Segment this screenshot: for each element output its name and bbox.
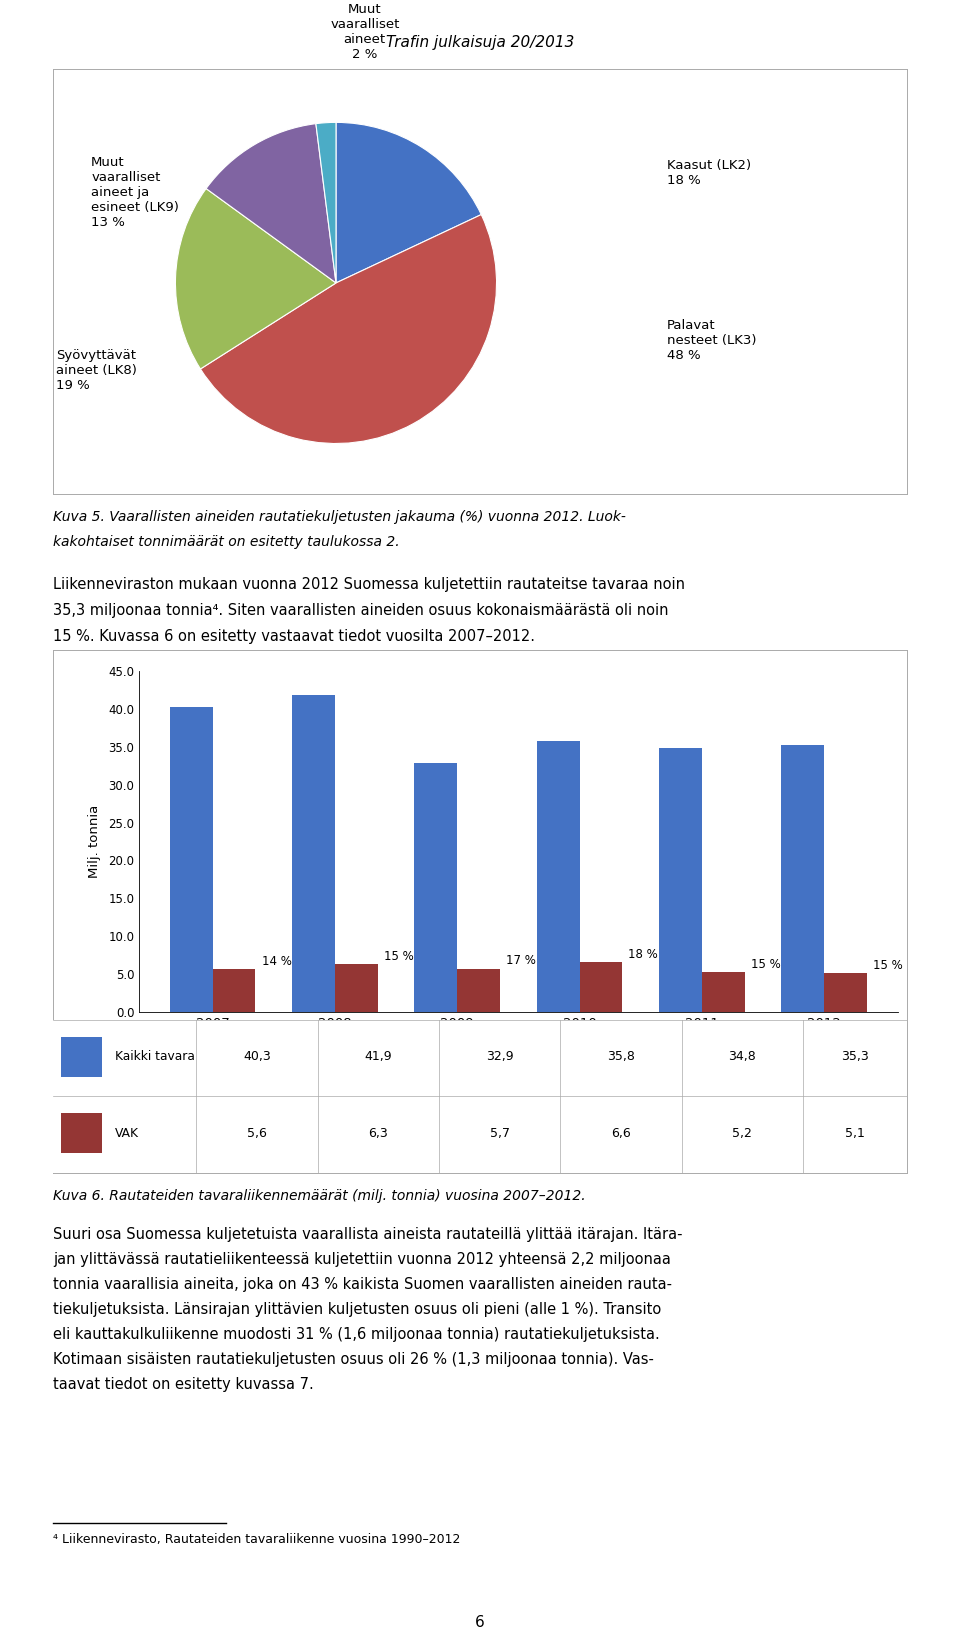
Text: 6,3: 6,3: [369, 1127, 388, 1140]
Text: 15 %. Kuvassa 6 on esitetty vastaavat tiedot vuosilta 2007–2012.: 15 %. Kuvassa 6 on esitetty vastaavat ti…: [53, 630, 535, 645]
Text: tonnia vaarallisia aineita, joka on 43 % kaikista Suomen vaarallisten aineiden r: tonnia vaarallisia aineita, joka on 43 %…: [53, 1277, 672, 1293]
Text: 5,7: 5,7: [490, 1127, 510, 1140]
Bar: [825, 974, 867, 1012]
Text: Muut
vaaralliset
aineet ja
esineet (LK9)
13 %: Muut vaaralliset aineet ja esineet (LK9)…: [91, 156, 180, 229]
Bar: [457, 969, 500, 1012]
Text: 18 %: 18 %: [629, 948, 659, 961]
Text: 34,8: 34,8: [729, 1050, 756, 1063]
Text: Muut
vaaralliset
aineet
2 %: Muut vaaralliset aineet 2 %: [330, 3, 399, 61]
Bar: [781, 745, 825, 1012]
Text: Syövyttävät
aineet (LK8)
19 %: Syövyttävät aineet (LK8) 19 %: [56, 349, 136, 392]
Wedge shape: [336, 122, 481, 283]
Text: Suuri osa Suomessa kuljetetuista vaarallista aineista rautateillä ylittää itäraj: Suuri osa Suomessa kuljetetuista vaarall…: [53, 1227, 683, 1242]
Text: 6: 6: [475, 1615, 485, 1630]
Bar: [61, 1036, 103, 1076]
Text: 41,9: 41,9: [365, 1050, 392, 1063]
Text: Kaikki tavara: Kaikki tavara: [115, 1050, 195, 1063]
Bar: [415, 763, 457, 1012]
Wedge shape: [176, 189, 336, 368]
Text: Kotimaan sisäisten rautatiekuljetusten osuus oli 26 % (1,3 miljoonaa tonnia). Va: Kotimaan sisäisten rautatiekuljetusten o…: [53, 1352, 654, 1367]
Text: taavat tiedot on esitetty kuvassa 7.: taavat tiedot on esitetty kuvassa 7.: [53, 1377, 314, 1392]
Wedge shape: [206, 123, 336, 283]
Text: Kaasut (LK2)
18 %: Kaasut (LK2) 18 %: [667, 158, 752, 188]
Text: 15 %: 15 %: [874, 959, 903, 972]
Text: 5,6: 5,6: [247, 1127, 267, 1140]
Text: Palavat
nesteet (LK3)
48 %: Palavat nesteet (LK3) 48 %: [667, 319, 756, 362]
Text: 17 %: 17 %: [506, 954, 536, 967]
Text: 40,3: 40,3: [243, 1050, 271, 1063]
Bar: [170, 707, 212, 1012]
Bar: [292, 694, 335, 1012]
Text: jan ylittävässä rautatieliikenteessä kuljetettiin vuonna 2012 yhteensä 2,2 miljo: jan ylittävässä rautatieliikenteessä kul…: [53, 1252, 671, 1267]
Bar: [702, 972, 745, 1012]
Bar: [335, 964, 377, 1012]
Bar: [212, 969, 255, 1012]
Bar: [537, 740, 580, 1012]
Text: Liikenneviraston mukaan vuonna 2012 Suomessa kuljetettiin rautateitse tavaraa no: Liikenneviraston mukaan vuonna 2012 Suom…: [53, 577, 684, 592]
Text: 5,2: 5,2: [732, 1127, 753, 1140]
Bar: [660, 748, 702, 1012]
Text: kakohtaiset tonnimäärät on esitetty taulukossa 2.: kakohtaiset tonnimäärät on esitetty taul…: [53, 535, 399, 549]
Text: 5,1: 5,1: [845, 1127, 865, 1140]
Text: eli kauttakulkuliikenne muodosti 31 % (1,6 miljoonaa tonnia) rautatiekuljetuksis: eli kauttakulkuliikenne muodosti 31 % (1…: [53, 1328, 660, 1342]
Text: 15 %: 15 %: [751, 957, 780, 971]
Text: ⁴ Liikennevirasto, Rautateiden tavaraliikenne vuosina 1990–2012: ⁴ Liikennevirasto, Rautateiden tavaralii…: [53, 1533, 460, 1546]
Text: tiekuljetuksista. Länsirajan ylittävien kuljetusten osuus oli pieni (alle 1 %). : tiekuljetuksista. Länsirajan ylittävien …: [53, 1303, 661, 1318]
Text: 32,9: 32,9: [486, 1050, 514, 1063]
Text: Kuva 5. Vaarallisten aineiden rautatiekuljetusten jakauma (%) vuonna 2012. Luok-: Kuva 5. Vaarallisten aineiden rautatieku…: [53, 510, 626, 525]
Bar: [61, 1114, 103, 1153]
Bar: [580, 962, 622, 1012]
Text: 35,8: 35,8: [607, 1050, 635, 1063]
Y-axis label: Milj. tonnia: Milj. tonnia: [88, 804, 102, 878]
Text: 15 %: 15 %: [384, 949, 414, 962]
Text: 35,3: 35,3: [841, 1050, 869, 1063]
Text: Trafin julkaisuja 20/2013: Trafin julkaisuja 20/2013: [386, 35, 574, 49]
Text: Kuva 6. Rautateiden tavaraliikennemäärät (milj. tonnia) vuosina 2007–2012.: Kuva 6. Rautateiden tavaraliikennemäärät…: [53, 1189, 586, 1204]
Text: 6,6: 6,6: [612, 1127, 631, 1140]
Text: 35,3 miljoonaa tonnia⁴. Siten vaarallisten aineiden osuus kokonaismäärästä oli n: 35,3 miljoonaa tonnia⁴. Siten vaarallist…: [53, 604, 668, 619]
Wedge shape: [201, 214, 496, 444]
Text: VAK: VAK: [115, 1127, 139, 1140]
Text: 14 %: 14 %: [261, 956, 292, 969]
Wedge shape: [316, 122, 336, 283]
